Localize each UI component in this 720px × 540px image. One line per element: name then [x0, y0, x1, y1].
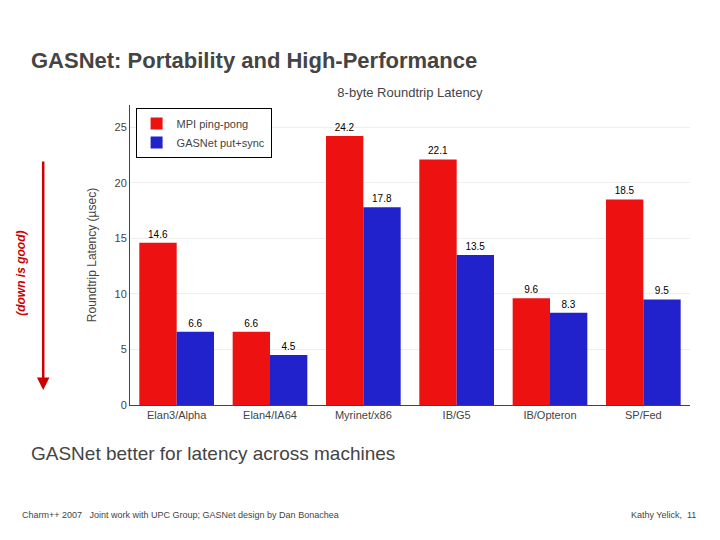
svg-text:GASNet: Portability and High-P: GASNet: Portability and High-Performance	[31, 48, 477, 73]
svg-text:6.6: 6.6	[188, 318, 202, 329]
svg-text:IB/G5: IB/G5	[443, 409, 471, 421]
svg-text:Myrinet/x86: Myrinet/x86	[335, 409, 392, 421]
svg-text:8.3: 8.3	[561, 299, 575, 310]
svg-text:MPI ping-pong: MPI ping-pong	[177, 118, 249, 130]
svg-text:8-byte Roundtrip Latency: 8-byte Roundtrip Latency	[337, 85, 483, 100]
svg-text:20: 20	[115, 177, 127, 189]
svg-text:14.6: 14.6	[148, 229, 168, 240]
svg-text:GASNet better for latency acro: GASNet better for latency across machine…	[31, 443, 395, 464]
svg-text:GASNet put+sync: GASNet put+sync	[177, 137, 265, 149]
svg-text:(down is good): (down is good)	[14, 230, 28, 315]
svg-text:9.5: 9.5	[655, 285, 669, 296]
svg-text:18.5: 18.5	[615, 185, 635, 196]
svg-text:13.5: 13.5	[465, 241, 485, 252]
svg-text:6.6: 6.6	[244, 318, 258, 329]
svg-text:0: 0	[121, 399, 127, 411]
svg-text:SP/Fed: SP/Fed	[625, 409, 662, 421]
svg-text:Elan3/Alpha: Elan3/Alpha	[147, 409, 207, 421]
svg-text:4.5: 4.5	[281, 341, 295, 352]
svg-text:24.2: 24.2	[335, 122, 355, 133]
svg-text:9.6: 9.6	[524, 284, 538, 295]
svg-text:Kathy Yelick, 11: Kathy Yelick, 11	[631, 510, 696, 520]
svg-text:17.8: 17.8	[372, 193, 392, 204]
svg-text:25: 25	[115, 121, 127, 133]
svg-text:22.1: 22.1	[428, 145, 448, 156]
svg-text:5: 5	[121, 343, 127, 355]
svg-text:15: 15	[115, 232, 127, 244]
svg-text:Roundtrip Latency (µsec): Roundtrip Latency (µsec)	[85, 188, 99, 322]
svg-text:10: 10	[115, 288, 127, 300]
svg-text:IB/Opteron: IB/Opteron	[523, 409, 576, 421]
svg-text:Charm++ 2007 Joint work with: Charm++ 2007 Joint work with UPC Group; …	[22, 510, 339, 520]
svg-text:Elan4/IA64: Elan4/IA64	[243, 409, 297, 421]
